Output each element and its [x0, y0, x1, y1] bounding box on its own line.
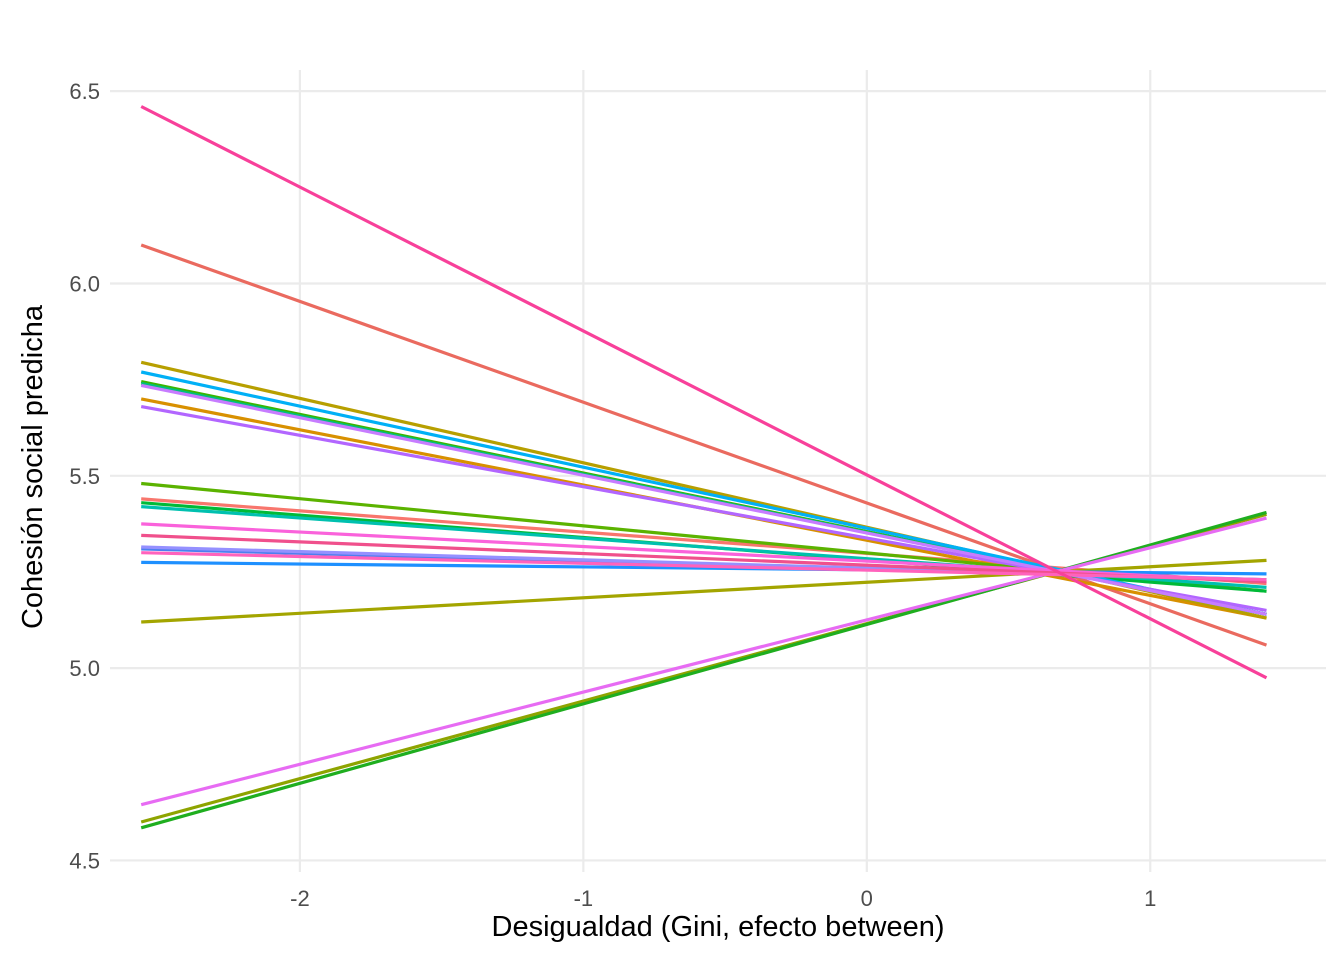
- series-line-23: [140, 105, 1268, 680]
- y-tick-label: 4.5: [69, 848, 100, 873]
- y-tick-label: 5.5: [69, 464, 100, 489]
- x-axis-label: Desigualdad (Gini, efecto between): [492, 911, 945, 943]
- series-line-22: [141, 551, 1267, 582]
- y-axis-ticks: 4.5 5.0 5.5 6.0 6.5: [69, 79, 100, 873]
- y-tick-label: 5.0: [69, 656, 100, 681]
- x-tick-label: -2: [290, 886, 310, 911]
- grid: [110, 70, 1326, 872]
- series-lines: [140, 105, 1268, 830]
- y-tick-label: 6.0: [69, 271, 100, 296]
- y-axis-label: Cohesión social predicha: [17, 304, 49, 629]
- x-tick-label: 0: [861, 886, 873, 911]
- series-line-13: [140, 370, 1267, 616]
- y-tick-label: 6.5: [69, 79, 100, 104]
- x-tick-label: 1: [1144, 886, 1156, 911]
- x-axis-ticks: -2 -1 0 1: [290, 886, 1156, 911]
- series-line-2: [140, 243, 1268, 647]
- series-line-19: [140, 516, 1267, 807]
- series-line-20: [141, 522, 1267, 584]
- x-tick-label: -1: [574, 886, 594, 911]
